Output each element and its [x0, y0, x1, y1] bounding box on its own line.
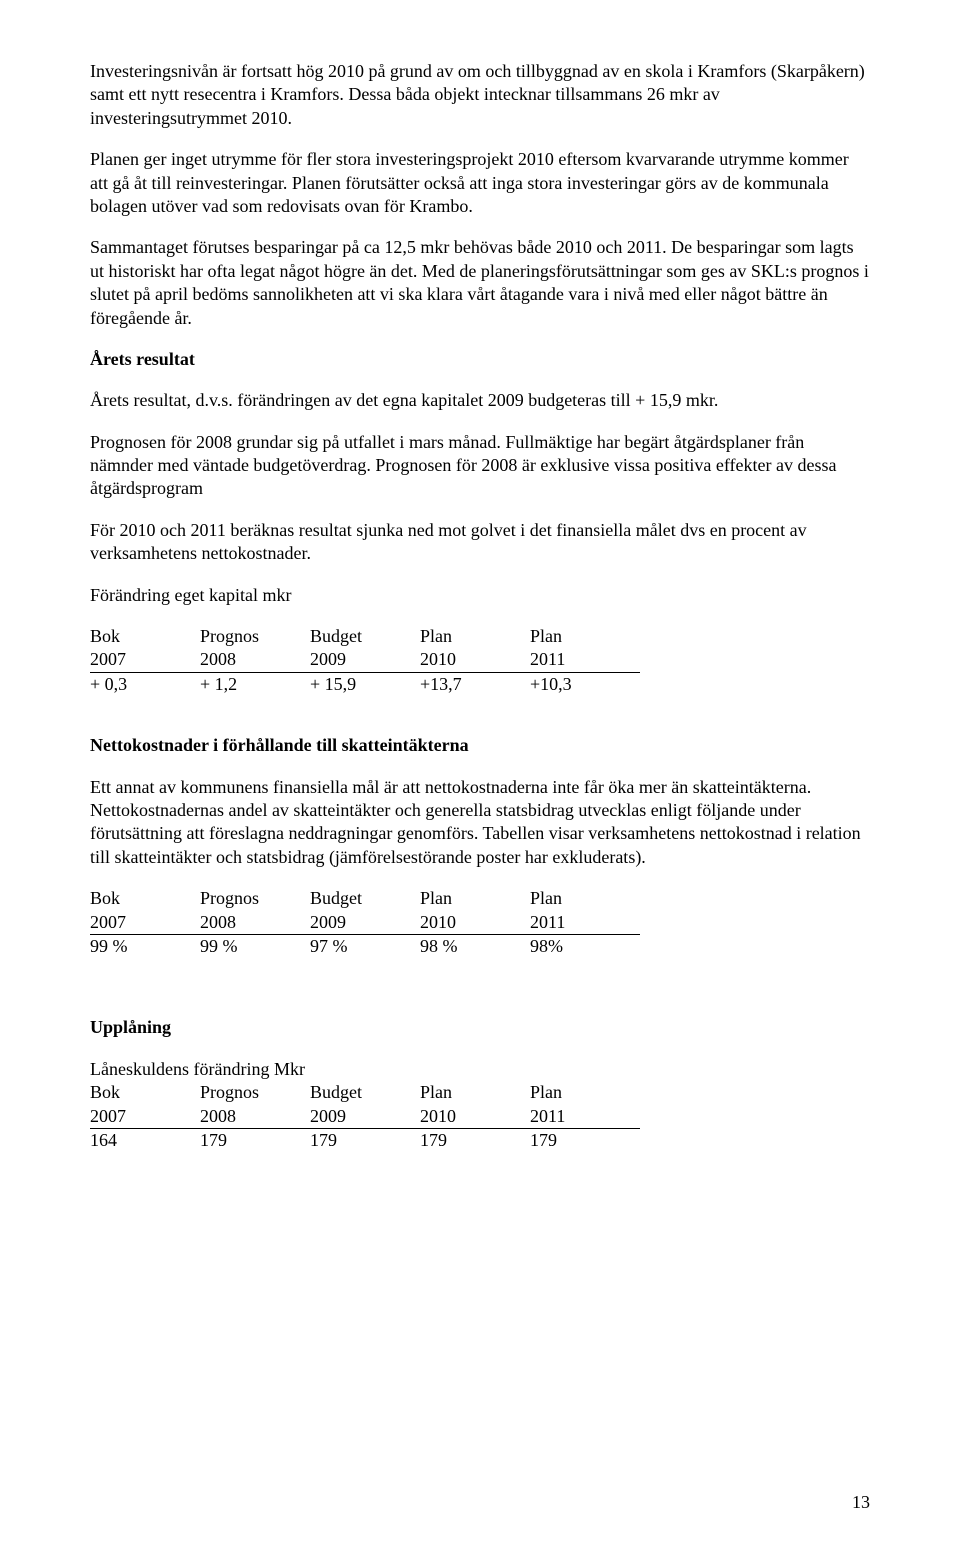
table-cell: 164	[90, 1129, 200, 1152]
table-cell: +13,7	[420, 673, 530, 696]
table-row: 99 % 99 % 97 % 98 % 98%	[90, 935, 870, 958]
paragraph: Sammantaget förutses besparingar på ca 1…	[90, 236, 870, 330]
table-cell: + 0,3	[90, 673, 200, 696]
paragraph: För 2010 och 2011 beräknas resultat sjun…	[90, 519, 870, 566]
table-cell: + 1,2	[200, 673, 310, 696]
table-cell: Budget	[310, 887, 420, 910]
table-cell: 2009	[310, 911, 420, 934]
table-cell: Budget	[310, 1081, 420, 1104]
table-row: Bok Prognos Budget Plan Plan	[90, 625, 870, 648]
page-number: 13	[852, 1492, 870, 1513]
table-cell: 179	[530, 1129, 640, 1152]
table-cell: + 15,9	[310, 673, 420, 696]
table-cell: Plan	[420, 887, 530, 910]
table-nettokostnader: Bok Prognos Budget Plan Plan 2007 2008 2…	[90, 887, 870, 958]
paragraph: Årets resultat, d.v.s. förändringen av d…	[90, 389, 870, 412]
table-cell: 99 %	[200, 935, 310, 958]
table-cell: 2011	[530, 911, 640, 934]
table-cell: 98 %	[420, 935, 530, 958]
table-cell: 2007	[90, 911, 200, 934]
table-cell: Bok	[90, 625, 200, 648]
paragraph: Låneskuldens förändring Mkr	[90, 1058, 870, 1081]
table-cell: +10,3	[530, 673, 640, 696]
table-cell: Plan	[420, 625, 530, 648]
table-cell: 2007	[90, 1105, 200, 1128]
table-cell: 179	[420, 1129, 530, 1152]
table-cell: Prognos	[200, 1081, 310, 1104]
table-cell: 2008	[200, 911, 310, 934]
table-cell: Budget	[310, 625, 420, 648]
paragraph: Prognosen för 2008 grundar sig på utfall…	[90, 431, 870, 501]
table-cell: 2009	[310, 1105, 420, 1128]
table-cell: Bok	[90, 1081, 200, 1104]
table-cell: Prognos	[200, 625, 310, 648]
paragraph: Ett annat av kommunens finansiella mål ä…	[90, 776, 870, 870]
document-page: Investeringsnivån är fortsatt hög 2010 p…	[0, 0, 960, 1543]
table-cell: 2011	[530, 648, 640, 671]
table-row: Bok Prognos Budget Plan Plan	[90, 887, 870, 910]
table-cell: 2008	[200, 648, 310, 671]
table-cell: Prognos	[200, 887, 310, 910]
table-cell: Bok	[90, 887, 200, 910]
table-cell: 2008	[200, 1105, 310, 1128]
table-cell: 97 %	[310, 935, 420, 958]
table-cell: 2009	[310, 648, 420, 671]
table-forandring-eget-kapital: Bok Prognos Budget Plan Plan 2007 2008 2…	[90, 625, 870, 696]
table-row: + 0,3 + 1,2 + 15,9 +13,7 +10,3	[90, 673, 870, 696]
table-cell: Plan	[530, 887, 640, 910]
table-laneskulden: Bok Prognos Budget Plan Plan 2007 2008 2…	[90, 1081, 870, 1152]
table-row: 2007 2008 2009 2010 2011	[90, 1105, 640, 1129]
table-cell: 2007	[90, 648, 200, 671]
table-row: 2007 2008 2009 2010 2011	[90, 648, 640, 672]
paragraph: Förändring eget kapital mkr	[90, 584, 870, 607]
table-cell: 2010	[420, 911, 530, 934]
section-header-nettokostnader: Nettokostnader i förhållande till skatte…	[90, 734, 870, 757]
paragraph: Investeringsnivån är fortsatt hög 2010 p…	[90, 60, 870, 130]
table-cell: 2010	[420, 1105, 530, 1128]
table-row: 2007 2008 2009 2010 2011	[90, 911, 640, 935]
table-cell: 179	[200, 1129, 310, 1152]
table-row: Bok Prognos Budget Plan Plan	[90, 1081, 870, 1104]
section-header-upplaning: Upplåning	[90, 1016, 870, 1039]
table-cell: 2010	[420, 648, 530, 671]
section-header-arets-resultat: Årets resultat	[90, 348, 870, 371]
table-cell: 98%	[530, 935, 640, 958]
table-cell: 2011	[530, 1105, 640, 1128]
table-cell: 99 %	[90, 935, 200, 958]
table-cell: 179	[310, 1129, 420, 1152]
table-cell: Plan	[530, 1081, 640, 1104]
paragraph: Planen ger inget utrymme för fler stora …	[90, 148, 870, 218]
table-cell: Plan	[530, 625, 640, 648]
table-row: 164 179 179 179 179	[90, 1129, 870, 1152]
table-cell: Plan	[420, 1081, 530, 1104]
